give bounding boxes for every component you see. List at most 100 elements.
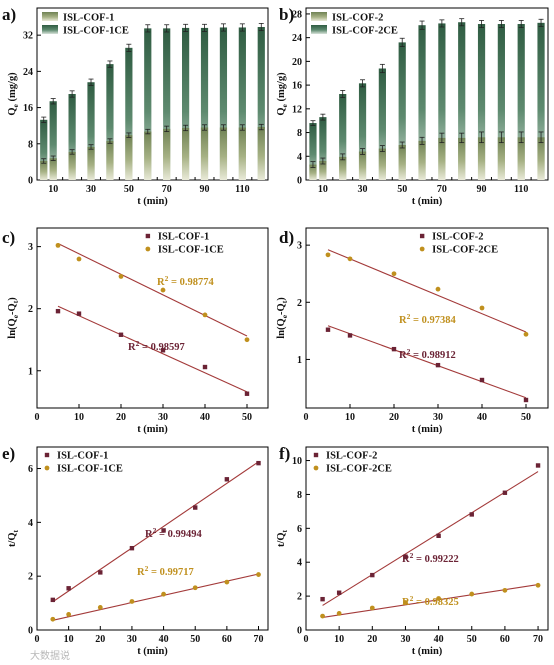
legend-marker bbox=[313, 452, 319, 458]
legend-marker bbox=[419, 246, 425, 252]
point-ISL-COF-2CE bbox=[535, 582, 541, 588]
point-ISL-COF-1CE bbox=[55, 242, 61, 248]
point-ISL-COF-1 bbox=[193, 505, 198, 510]
panel-d: d) 1 2 3 t (min) ln(Qe-Qt) 0 10 20 30 40 50 ISL-COF-… bbox=[276, 227, 549, 435]
point-ISL-COF-2 bbox=[347, 333, 353, 338]
r2-annotation: R2 = 0.99717 bbox=[137, 564, 194, 578]
legend-marker bbox=[44, 465, 50, 471]
y-tick-label: 0 bbox=[297, 626, 302, 637]
bar-ISL-COF-1 bbox=[49, 158, 57, 180]
x-tick-label: 30 bbox=[400, 634, 410, 645]
bar-ISL-COF-1 bbox=[238, 127, 246, 180]
bar-ISL-COF-2CE bbox=[418, 25, 426, 181]
legend-swatch bbox=[311, 25, 327, 34]
point-ISL-COF-1CE bbox=[192, 585, 198, 591]
legend-label: ISL-COF-1CE bbox=[158, 245, 224, 256]
plot-frame bbox=[305, 446, 549, 631]
y-tick-label: 2 bbox=[28, 304, 33, 315]
bar-ISL-COF-2 bbox=[398, 145, 406, 180]
x-tick-label: 70 bbox=[437, 184, 447, 195]
point-ISL-COF-2CE bbox=[391, 271, 397, 277]
x-tick-label: 0 bbox=[35, 412, 40, 423]
bar-ISL-COF-1 bbox=[40, 160, 48, 180]
r2-annotation: R2 = 0.99494 bbox=[145, 526, 202, 540]
y-tick-label: 0 bbox=[28, 176, 33, 187]
y-axis-title: Qe (mg/g) bbox=[276, 72, 289, 116]
point-ISL-COF-1 bbox=[129, 545, 135, 551]
x-tick-label: 30 bbox=[86, 184, 96, 195]
bar-ISL-COF-2 bbox=[458, 137, 466, 180]
point-ISL-COF-1 bbox=[160, 348, 166, 353]
point-ISL-COF-1 bbox=[118, 332, 124, 337]
fit-line bbox=[57, 243, 248, 337]
bar-ISL-COF-1 bbox=[163, 128, 171, 180]
y-axis-title: ln(Qe-Qt) bbox=[7, 297, 20, 339]
panel-label: b) bbox=[279, 5, 294, 24]
legend-swatch bbox=[42, 25, 58, 34]
y-tick-label: 0 bbox=[297, 176, 302, 187]
r2-annotation: R2 = 0.98774 bbox=[157, 274, 214, 288]
x-tick-label: 0 bbox=[304, 634, 309, 645]
bar-ISL-COF-1 bbox=[182, 127, 190, 180]
point-ISL-COF-1 bbox=[202, 364, 208, 370]
legend-label: ISL-COF-1 bbox=[57, 451, 108, 462]
bar-ISL-COF-2 bbox=[378, 148, 386, 180]
point-ISL-COF-1CE bbox=[224, 579, 230, 585]
bar-ISL-COF-1CE bbox=[144, 28, 152, 180]
x-axis-title: t (min) bbox=[137, 424, 168, 435]
bar-ISL-COF-2CE bbox=[458, 22, 466, 180]
x-tick-label: 70 bbox=[254, 634, 264, 645]
panel-c: c) 1 2 3 t (min) ln(Qe-Qt) 0 10 20 30 40 50 ISL-COF-… bbox=[2, 227, 269, 435]
point-ISL-COF-1CE bbox=[202, 312, 208, 318]
bar-ISL-COF-2 bbox=[537, 137, 545, 180]
x-tick-label: 10 bbox=[74, 412, 84, 423]
point-ISL-COF-1 bbox=[256, 460, 261, 466]
bar-ISL-COF-2 bbox=[319, 161, 327, 180]
bar-ISL-COF-2CE bbox=[309, 123, 317, 180]
y-tick-label: 8 bbox=[297, 128, 302, 139]
point-ISL-COF-1 bbox=[98, 570, 103, 575]
point-ISL-COF-2 bbox=[502, 490, 508, 495]
y-tick-label: 4 bbox=[297, 152, 302, 163]
y-tick-label: 2 bbox=[297, 592, 302, 603]
legend-swatch bbox=[42, 12, 58, 21]
y-tick-label: 3 bbox=[28, 242, 33, 253]
bar-ISL-COF-2CE bbox=[477, 24, 486, 180]
x-tick-label: 0 bbox=[304, 412, 309, 423]
point-ISL-COF-2CE bbox=[403, 600, 408, 605]
point-ISL-COF-1CE bbox=[129, 599, 135, 604]
bar-ISL-COF-1 bbox=[106, 141, 114, 180]
bar-ISL-COF-1 bbox=[257, 127, 265, 180]
y-axis-title: t/Qt bbox=[276, 529, 289, 547]
x-tick-label: 50 bbox=[521, 412, 531, 423]
x-tick-label: 20 bbox=[367, 634, 377, 645]
y-tick-label: 6 bbox=[28, 464, 33, 475]
bar-ISL-COF-1CE bbox=[257, 27, 265, 180]
legend-marker bbox=[313, 465, 319, 471]
x-tick-label: 90 bbox=[477, 184, 487, 195]
bar-ISL-COF-1CE bbox=[125, 47, 133, 181]
x-tick-label: 30 bbox=[158, 412, 168, 423]
bar-ISL-COF-1 bbox=[144, 131, 152, 180]
r2-annotation: R2 = 0.98597 bbox=[128, 339, 185, 353]
point-ISL-COF-2CE bbox=[523, 331, 529, 337]
bar-ISL-COF-2 bbox=[477, 137, 486, 180]
y-tick-label: 2 bbox=[297, 298, 302, 309]
panel-label: a) bbox=[2, 5, 16, 24]
legend-label: ISL-COF-2 bbox=[326, 451, 377, 462]
bar-ISL-COF-2CE bbox=[378, 68, 386, 180]
x-tick-label: 50 bbox=[242, 412, 252, 423]
bar-ISL-COF-1CE bbox=[238, 27, 246, 180]
bar-ISL-COF-1CE bbox=[40, 119, 48, 180]
point-ISL-COF-1CE bbox=[50, 616, 56, 622]
y-tick-label: 6 bbox=[297, 524, 302, 535]
point-ISL-COF-1CE bbox=[66, 611, 72, 617]
point-ISL-COF-2 bbox=[336, 590, 342, 595]
fit-line bbox=[327, 325, 527, 399]
legend-label: ISL-COF-2 bbox=[332, 13, 383, 24]
x-tick-label: 40 bbox=[159, 634, 169, 645]
bar-ISL-COF-2 bbox=[339, 156, 347, 180]
x-tick-label: 10 bbox=[48, 184, 58, 195]
legend-label: ISL-COF-1CE bbox=[57, 464, 123, 475]
y-tick-label: 16 bbox=[23, 103, 33, 114]
